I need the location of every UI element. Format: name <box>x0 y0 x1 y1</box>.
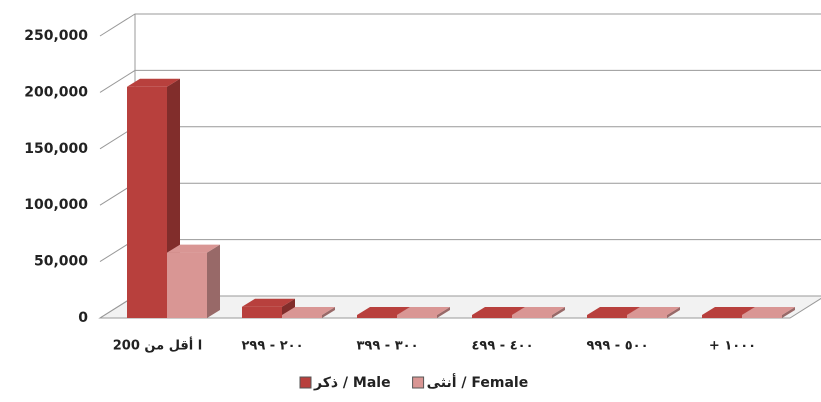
bar <box>472 315 512 318</box>
bar <box>127 86 167 318</box>
bar <box>702 315 742 318</box>
bar-side <box>782 307 795 318</box>
bar-top <box>242 298 295 307</box>
bar-side <box>552 307 565 318</box>
bar-side <box>207 244 220 318</box>
bar <box>397 315 437 318</box>
bar-top <box>702 307 755 315</box>
bar <box>512 315 552 318</box>
x-tick-label: ٢٠٠ - ٢٩٩ <box>241 339 303 354</box>
y-tick-label: 100,000 <box>24 197 88 213</box>
bar-side <box>322 307 335 318</box>
bar-top <box>127 78 180 87</box>
bar <box>742 315 782 318</box>
x-tick-label: ٣٠٠ - ٣٩٩ <box>356 339 418 354</box>
bar-top <box>357 307 410 315</box>
bar <box>587 315 627 318</box>
bar-top <box>167 244 220 253</box>
bar-top <box>587 307 640 315</box>
bar-side <box>667 307 680 318</box>
x-tick-label: ١٠٠٠ + <box>709 339 756 354</box>
legend-swatch <box>299 376 312 389</box>
y-tick-label: 250,000 <box>24 28 88 44</box>
x-tick-label: ٤٠٠ - ٤٩٩ <box>471 339 533 354</box>
legend-swatch <box>412 376 425 389</box>
y-tick-label: 200,000 <box>24 84 88 100</box>
legend-label: ذكر / Male <box>313 375 391 391</box>
bar <box>627 315 667 318</box>
bar-top <box>627 307 680 315</box>
y-tick-label: 150,000 <box>24 141 88 157</box>
bar-top <box>472 307 525 315</box>
grid-line <box>99 182 821 206</box>
grid-line <box>99 69 821 93</box>
y-tick-label: 0 <box>78 310 88 326</box>
grid-line <box>99 13 821 37</box>
bar-top <box>397 307 450 315</box>
x-tick-label: ا أقل من 200 <box>113 337 203 354</box>
x-tick-label: ٥٠٠ - ٩٩٩ <box>586 339 648 354</box>
bar <box>357 315 397 318</box>
bar <box>167 252 207 318</box>
bar-top <box>742 307 795 315</box>
bar <box>242 306 282 318</box>
grid-line <box>99 126 821 150</box>
bar <box>282 315 322 318</box>
y-tick-label: 50,000 <box>34 254 88 270</box>
bar-side <box>437 307 450 318</box>
bar-top <box>282 307 335 315</box>
bar-top <box>512 307 565 315</box>
legend-label: أنثى / Female <box>427 373 529 391</box>
